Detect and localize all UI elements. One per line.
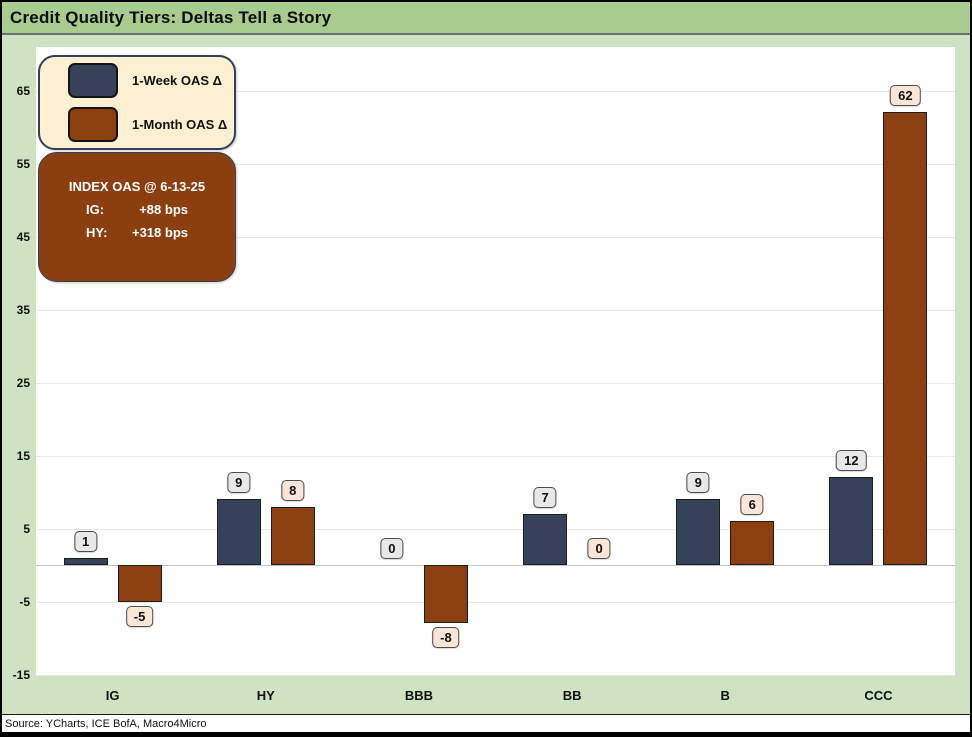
legend-item-month: 1-Month OAS Δ [68,107,234,142]
y-tick-label: 5 [23,521,30,536]
index-oas-ig-value: +88 bps [139,202,188,217]
y-tick-label: -5 [19,594,30,609]
y-tick-label: 15 [16,448,30,463]
week-bar-ccc [829,477,874,565]
bar-value-label: 9 [686,472,710,494]
bar-value-label: 0 [587,538,611,559]
x-category-label-hy: HY [256,688,275,703]
y-tick-label: 35 [16,302,30,317]
bar-value-label: -5 [125,605,154,627]
x-category-label-b: B [720,688,730,703]
zero-line [36,565,955,566]
bar-value-label: 62 [890,85,921,107]
gridline [36,163,955,165]
source-bar: Source: YCharts, ICE BofA, Macro4Micro [2,714,970,732]
bar-value-label: 0 [380,538,404,559]
bar-value-label: 8 [281,479,305,501]
gridline [36,674,955,676]
week-bar-b [676,499,721,565]
legend: 1-Week OAS Δ 1-Month OAS Δ [38,55,236,150]
gridline [36,601,955,603]
week-bar-ig [63,557,108,565]
x-category-label-ig: IG [105,688,120,703]
gridline [36,455,955,457]
x-category-label-bbb: BBB [404,688,433,703]
week-bar-hy [216,499,261,565]
month-bar-hy [270,506,315,565]
gridline [36,309,955,311]
month-bar-bbb [423,565,468,624]
month-series-swatch [68,107,118,142]
gridline [36,90,955,92]
gridline [36,382,955,384]
y-tick-label: 25 [16,375,30,390]
index-oas-row-ig: IG: +88 bps [86,202,188,217]
title-bar: Credit Quality Tiers: Deltas Tell a Stor… [2,2,970,35]
x-category-label-bb: BB [562,688,582,703]
bar-value-label: 6 [740,494,764,516]
index-oas-ig-label: IG: [86,202,105,217]
y-tick-label: 55 [16,156,30,171]
chart-canvas: 1 -5 9 8 0 -8 7 0 9 6 12 62 -15 -5 5 15 25 35 45 55 65 IG HY… [2,35,970,714]
y-tick-label: -15 [12,667,30,682]
gridline [36,528,955,530]
month-bar-ig [117,565,162,602]
source-text: Source: YCharts, ICE BofA, Macro4Micro [5,718,207,730]
week-series-swatch [68,63,118,98]
index-oas-row-hy: HY: +318 bps [86,225,188,240]
legend-label-week: 1-Week OAS Δ [132,73,223,88]
bar-value-label: 12 [836,450,867,472]
chart-title: Credit Quality Tiers: Deltas Tell a Stor… [10,7,332,27]
bar-value-label: -8 [432,627,460,649]
bar-value-label: 7 [533,486,557,508]
plot-area: 1 -5 9 8 0 -8 7 0 9 6 12 62 [36,47,955,676]
bar-value-label: 1 [73,530,98,552]
gridline [36,236,955,238]
index-oas-box: INDEX OAS @ 6-13-25 IG: +88 bps HY: +318… [38,152,236,282]
y-tick-label: 45 [16,229,30,244]
legend-item-week: 1-Week OAS Δ [68,63,234,98]
index-oas-hy-value: +318 bps [131,225,188,240]
bar-value-label: 9 [227,472,251,494]
week-bar-bb [523,513,568,565]
y-tick-label: 65 [16,83,30,98]
index-oas-hy-label: HY: [86,225,108,240]
index-oas-title: INDEX OAS @ 6-13-25 [68,179,206,194]
x-category-label-ccc: CCC [864,688,893,703]
month-bar-b [730,521,775,565]
month-bar-ccc [883,112,928,565]
legend-label-month: 1-Month OAS Δ [132,117,228,132]
